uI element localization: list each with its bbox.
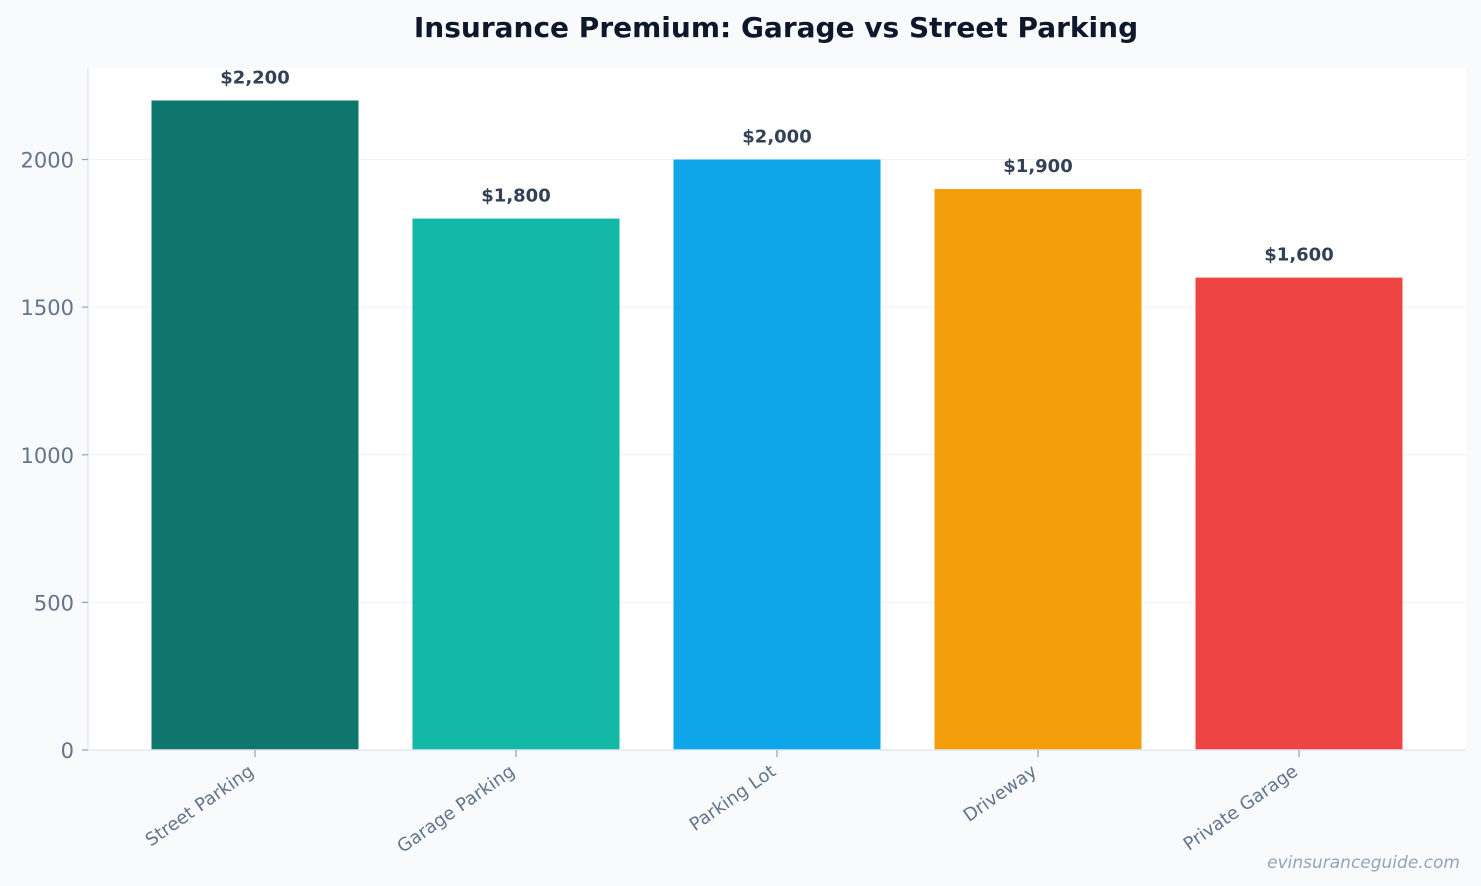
y-tick-label: 1500 bbox=[21, 296, 74, 320]
x-tick-label: Street Parking bbox=[142, 761, 258, 851]
y-tick-label: 500 bbox=[34, 591, 74, 615]
data-label: $1,600 bbox=[1264, 245, 1333, 266]
y-axis-ticks: 0 500 1000 1500 2000 bbox=[21, 149, 88, 763]
x-tick-label: Private Garage bbox=[1180, 761, 1302, 855]
data-label: $1,800 bbox=[481, 186, 550, 207]
chart-title: Insurance Premium: Garage vs Street Park… bbox=[414, 11, 1138, 44]
data-label: $2,000 bbox=[742, 127, 811, 148]
bar bbox=[673, 159, 881, 750]
y-tick-label: 0 bbox=[61, 739, 74, 763]
watermark: evinsuranceguide.com bbox=[1267, 853, 1460, 873]
data-label: $1,900 bbox=[1003, 156, 1072, 177]
x-axis-ticks: Street Parking Garage Parking Parking Lot D… bbox=[142, 750, 1302, 857]
data-label: $2,200 bbox=[220, 67, 289, 88]
bar bbox=[934, 189, 1142, 751]
x-tick-label: Parking Lot bbox=[686, 761, 780, 836]
bar bbox=[1195, 277, 1403, 750]
data-labels: $2,200 $1,800 $2,000 $1,900 $1,600 bbox=[220, 67, 1333, 265]
y-tick-label: 1000 bbox=[21, 444, 74, 468]
y-tick-label: 2000 bbox=[21, 149, 74, 173]
bars bbox=[151, 100, 1403, 751]
bar bbox=[151, 100, 359, 750]
x-tick-label: Driveway bbox=[960, 761, 1041, 827]
bar bbox=[412, 218, 620, 751]
x-tick-label: Garage Parking bbox=[393, 761, 518, 858]
